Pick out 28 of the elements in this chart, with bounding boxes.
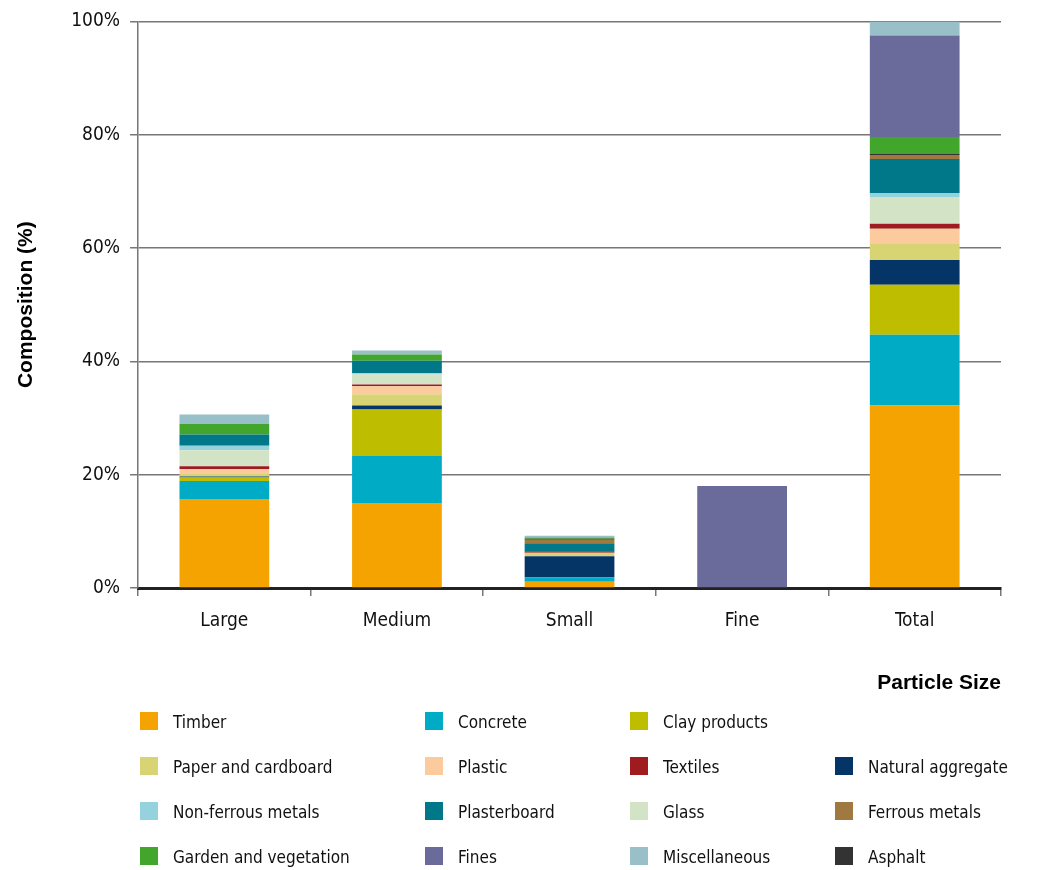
x-axis-title: Particle Size: [877, 670, 1001, 694]
x-tick-label: Large: [200, 608, 249, 631]
legend-label: Concrete: [458, 712, 527, 732]
x-tick-label: Fine: [724, 608, 760, 631]
y-tick-label: 60%: [82, 234, 121, 257]
legend-label: Plasterboard: [458, 802, 555, 822]
legend-label: Ferrous metals: [868, 802, 981, 822]
x-tick-label: Small: [545, 608, 594, 631]
legend-label: Paper and cardboard: [173, 757, 333, 777]
legend-label: Glass: [663, 802, 705, 822]
y-tick-label: 0%: [92, 574, 121, 597]
y-tick-label: 100%: [71, 8, 121, 31]
legend-label: Timber: [173, 712, 227, 732]
y-tick-label: 40%: [82, 348, 121, 371]
y-tick-label: 20%: [82, 461, 121, 484]
legend-label: Asphalt: [868, 847, 926, 867]
legend-label: Textiles: [663, 757, 720, 777]
x-tick-label: Medium: [362, 608, 432, 631]
legend-label: Fines: [458, 847, 497, 867]
y-axis-title: Composition (%): [13, 221, 37, 389]
legend-label: Natural aggregate: [868, 757, 1008, 777]
legend-label: Plastic: [458, 757, 508, 777]
legend-label: Garden and vegetation: [173, 847, 350, 867]
x-tick-label: Total: [893, 608, 935, 631]
legend-label: Miscellaneous: [663, 847, 771, 867]
y-tick-label: 80%: [82, 121, 121, 144]
legend-label: Non-ferrous metals: [173, 802, 320, 822]
legend-label: Clay products: [663, 712, 768, 732]
